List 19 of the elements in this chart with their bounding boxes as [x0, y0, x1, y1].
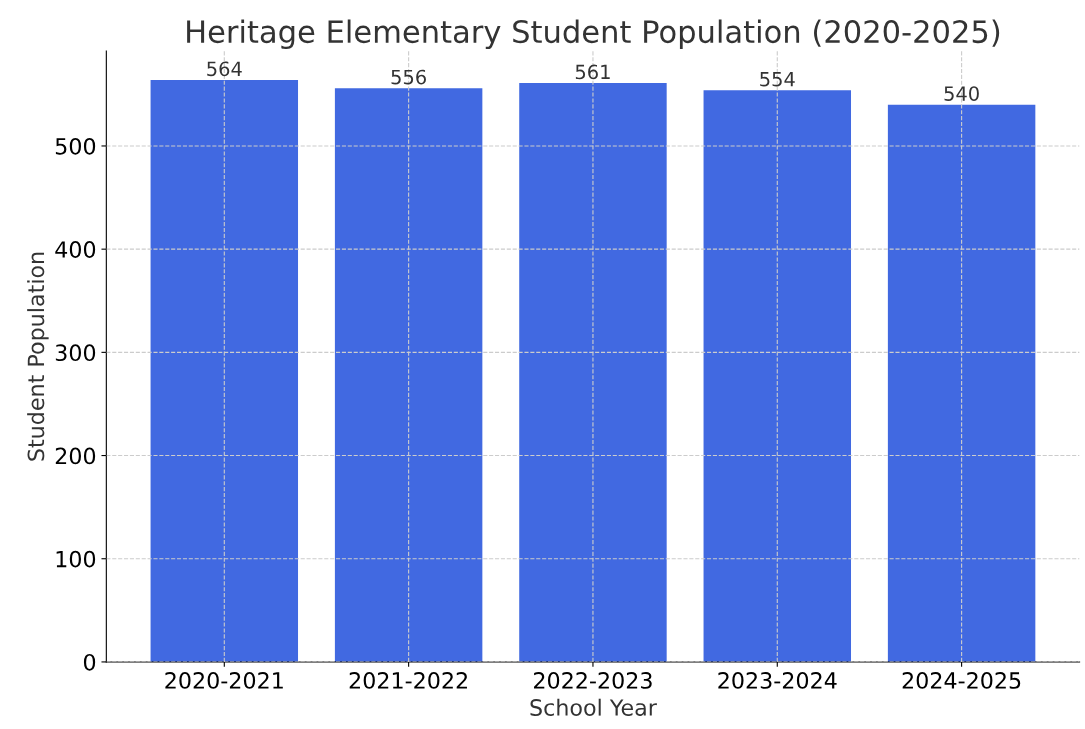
- y-tick-label: 200: [55, 447, 96, 465]
- x-tick-label: 2020-2021: [165, 672, 283, 689]
- y-tick-label: 400: [55, 241, 96, 258]
- chart-title: Heritage Elementary Student Population (2020-2025): [187, 19, 1000, 50]
- y-tick-label: 500: [55, 137, 96, 155]
- x-tick-label: 2021-2022: [349, 672, 467, 689]
- data-label: 561: [575, 64, 610, 80]
- x-tick-label: 2023-2024: [718, 672, 837, 689]
- y-tick-label: 0: [83, 653, 96, 671]
- data-label: 556: [391, 69, 426, 85]
- y-tick-label: 300: [55, 344, 96, 362]
- y-axis-title: Student Population: [27, 252, 49, 461]
- y-tick-label: 100: [56, 550, 96, 568]
- data-label: 564: [207, 61, 242, 77]
- data-label: 540: [944, 86, 979, 101]
- x-axis-title: School Year: [530, 698, 657, 716]
- x-tick-label: 2024-2025: [902, 672, 1021, 689]
- data-label: 554: [760, 72, 795, 87]
- x-tick-label: 2022-2023: [534, 672, 652, 689]
